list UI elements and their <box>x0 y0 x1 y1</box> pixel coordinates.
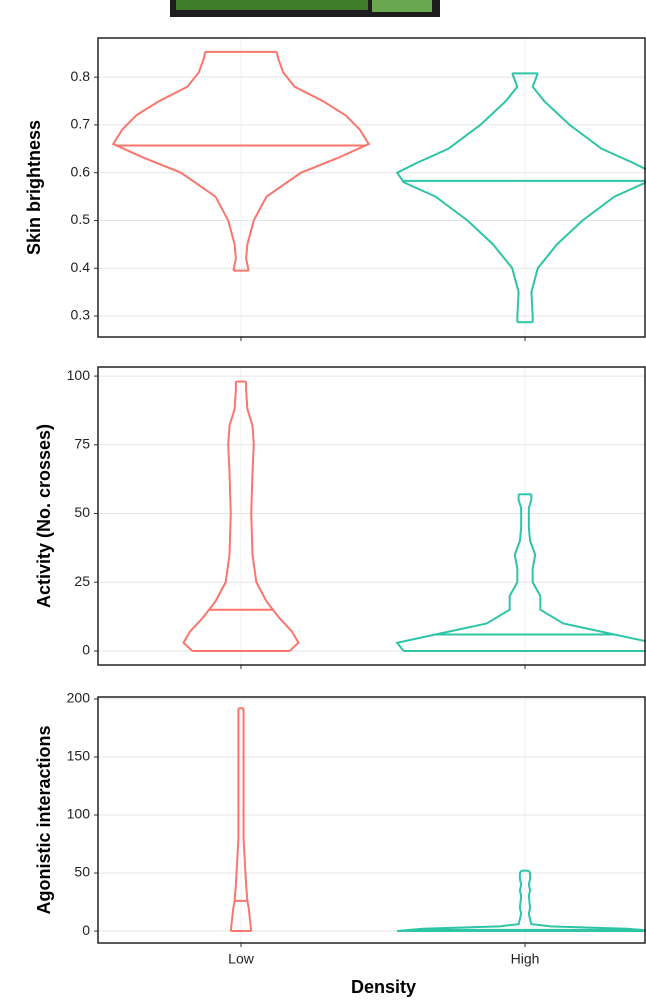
y-axis-title: Skin brightness <box>24 120 44 255</box>
violin-right <box>245 381 300 652</box>
y-tick-label: 0.3 <box>71 307 91 323</box>
panel-border <box>97 696 646 944</box>
violin-left <box>111 51 237 271</box>
violin-right <box>530 72 646 323</box>
violin-right <box>242 708 253 932</box>
x-axis-title: Density <box>351 977 416 997</box>
violin-right <box>527 494 646 651</box>
violin-left <box>395 72 520 323</box>
y-tick-label: 0.4 <box>71 259 91 275</box>
y-tick-label: 0 <box>82 922 90 938</box>
y-tick-label: 0.6 <box>71 163 91 179</box>
y-tick-label: 25 <box>74 573 90 589</box>
y-tick-label: 100 <box>67 367 91 383</box>
panel-border <box>97 366 646 666</box>
y-tick-label: 50 <box>74 864 90 880</box>
violin-left <box>395 494 523 652</box>
y-axis-title: Agonistic interactions <box>34 725 54 914</box>
y-tick-label: 150 <box>67 748 91 764</box>
violin-right <box>245 51 371 271</box>
panel-border <box>97 37 646 338</box>
y-tick-label: 0.5 <box>71 211 91 227</box>
x-tick-label: High <box>511 951 540 967</box>
y-tick-label: 0 <box>82 642 90 658</box>
y-tick-label: 100 <box>67 806 91 822</box>
violin-right <box>527 870 646 932</box>
y-tick-label: 200 <box>67 690 91 706</box>
violin-left <box>182 381 237 652</box>
y-tick-label: 0.7 <box>71 116 91 132</box>
header-image-band <box>176 0 368 10</box>
header-image-button <box>372 0 432 12</box>
y-tick-label: 75 <box>74 436 90 452</box>
violin-left <box>397 870 523 933</box>
y-axis-title: Activity (No. crosses) <box>34 424 54 608</box>
y-tick-label: 0.8 <box>71 68 91 84</box>
x-tick-label: Low <box>228 951 255 967</box>
violin-left <box>229 708 240 932</box>
y-tick-label: 50 <box>74 504 90 520</box>
